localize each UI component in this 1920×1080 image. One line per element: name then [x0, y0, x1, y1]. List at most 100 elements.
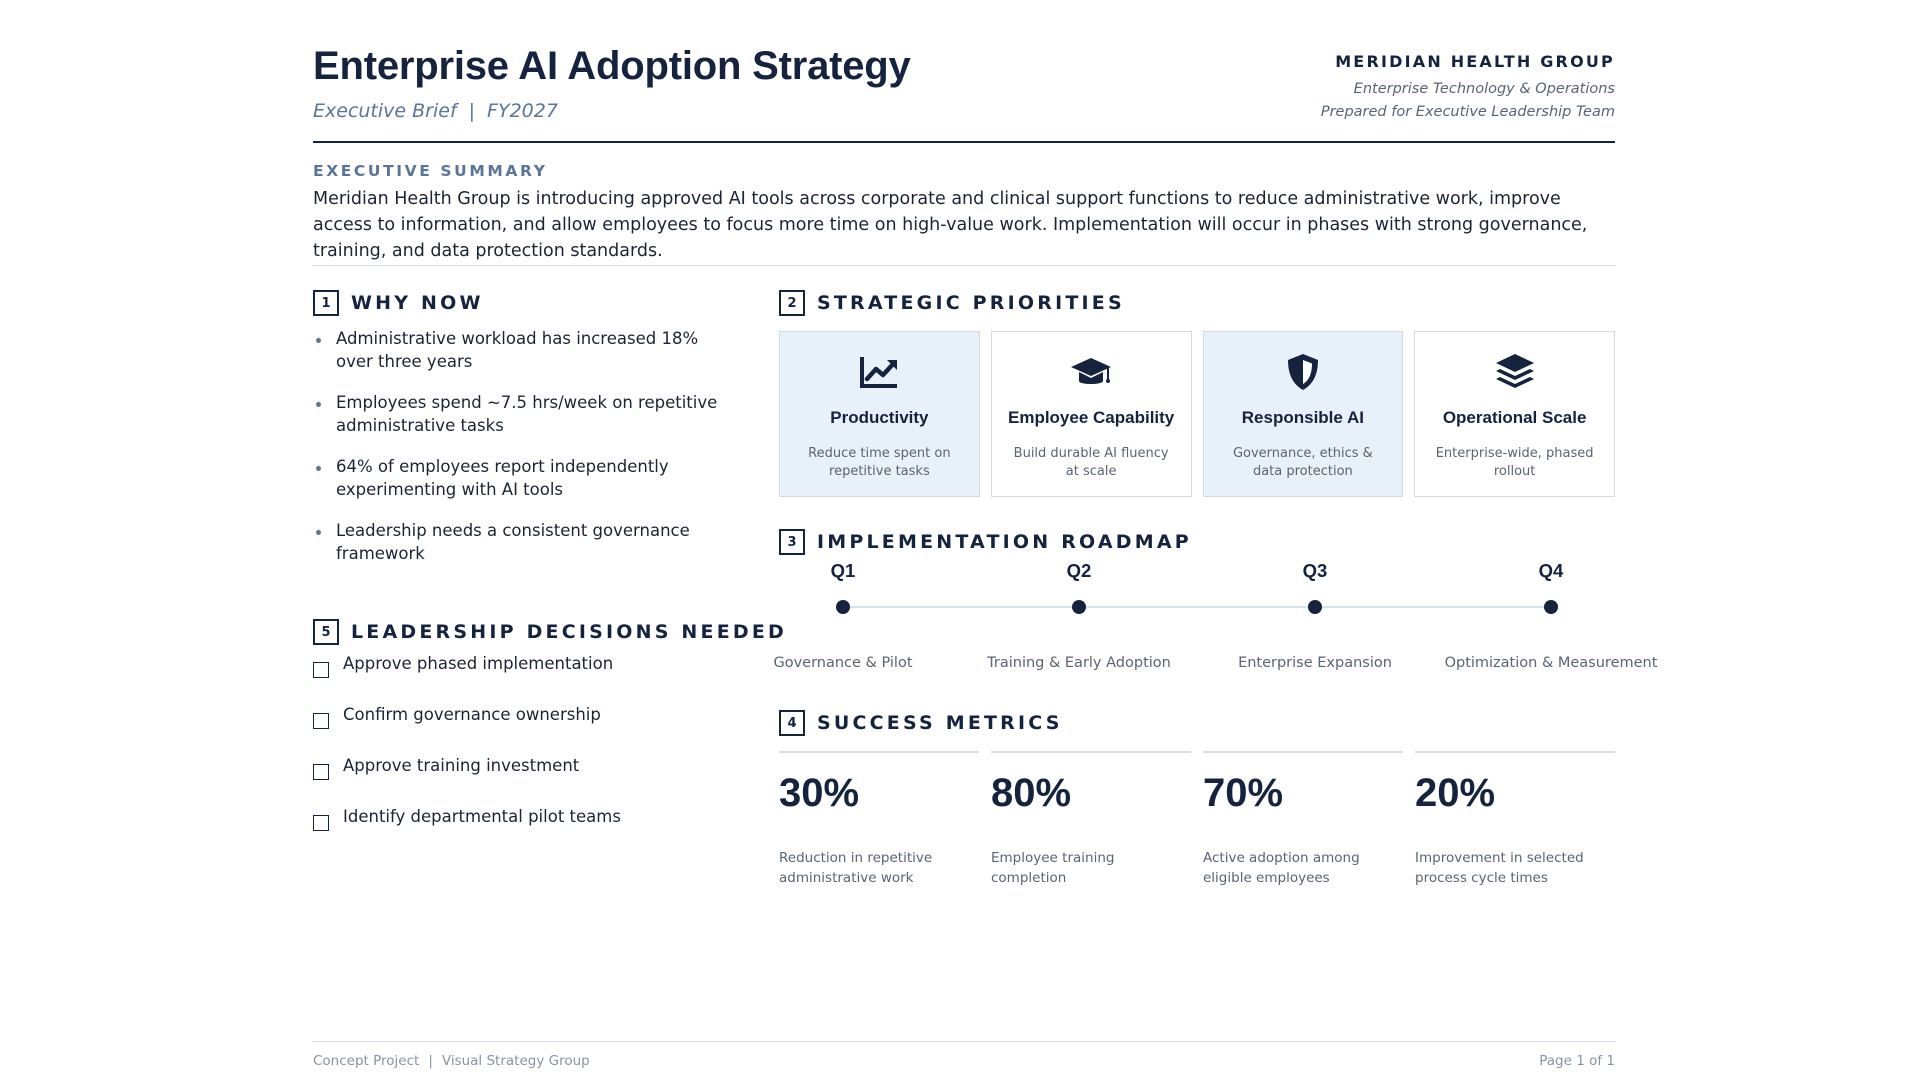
trend-chart-icon — [859, 350, 899, 394]
checklist-item-text: Identify departmental pilot teams — [343, 807, 621, 826]
section-title-metrics: SUCCESS METRICS — [817, 712, 1063, 734]
milestone-dot-icon — [1544, 600, 1558, 614]
checklist-item-text: Approve phased implementation — [343, 654, 614, 673]
checklist-item-text: Approve training investment — [343, 756, 580, 775]
bullet-dot-icon — [316, 338, 321, 343]
bullet-dot-icon — [316, 402, 321, 407]
section-decisions-header: 5 LEADERSHIP DECISIONS NEEDED — [313, 619, 787, 645]
decisions-checklist: Approve phased implementation Confirm go… — [313, 654, 621, 858]
checklist-item: Approve training investment — [313, 756, 621, 807]
footer-divider — [313, 1041, 1615, 1042]
footer-credits: Concept Project | Visual Strategy Group — [313, 1053, 590, 1069]
section-why-now-header: 1 WHY NOW — [313, 290, 484, 316]
metric-value: 70% — [1203, 771, 1284, 815]
section-number-badge: 3 — [779, 529, 805, 555]
list-item: Administrative workload has increased 18… — [313, 327, 733, 373]
metric-value: 80% — [991, 771, 1072, 815]
section-title-why-now: WHY NOW — [351, 292, 484, 314]
document-page: Enterprise AI Adoption Strategy Executiv… — [313, 0, 1657, 1080]
organization-name: MERIDIAN HEALTH GROUP — [1335, 52, 1615, 71]
bullet-dot-icon — [316, 466, 321, 471]
metric-block: 30% Reduction in repetitive administrati… — [779, 751, 979, 888]
section-title-priorities: STRATEGIC PRIORITIES — [817, 292, 1125, 314]
checklist-item: Confirm governance ownership — [313, 705, 621, 756]
section-number-badge: 1 — [313, 290, 339, 316]
priority-card-productivity: Productivity Reduce time spent on repeti… — [779, 331, 980, 497]
section-title-decisions: LEADERSHIP DECISIONS NEEDED — [351, 621, 788, 643]
section-number-badge: 5 — [313, 619, 339, 645]
checklist-item: Approve phased implementation — [313, 654, 621, 705]
metric-block: 20% Improvement in selected process cycl… — [1415, 751, 1615, 888]
metric-description: Improvement in selected process cycle ti… — [1415, 850, 1584, 886]
list-item: 64% of employees report independently ex… — [313, 455, 733, 501]
card-description: Build durable AI fluency at scale — [1013, 446, 1169, 479]
shield-icon — [1285, 350, 1321, 394]
organization-department: Enterprise Technology & Operations — [1353, 81, 1615, 97]
list-item: Leadership needs a consistent governance… — [313, 519, 733, 565]
checkbox[interactable] — [313, 662, 329, 678]
section-number-badge: 4 — [779, 710, 805, 736]
priority-card-operational-scale: Operational Scale Enterprise-wide, phase… — [1414, 331, 1615, 497]
metric-value: 30% — [779, 771, 860, 815]
why-now-list: Administrative workload has increased 18… — [313, 327, 733, 583]
layers-icon — [1494, 350, 1536, 394]
success-metrics: 30% Reduction in repetitive administrati… — [779, 751, 1615, 888]
summary-divider — [313, 265, 1615, 266]
organization-audience: Prepared for Executive Leadership Team — [1320, 104, 1615, 120]
footer-project: Concept Project — [313, 1053, 420, 1069]
subtitle-separator: | — [468, 100, 476, 122]
priority-card-employee-capability: Employee Capability Build durable AI flu… — [990, 331, 1192, 497]
milestone-label: Governance & Pilot — [773, 655, 913, 671]
roadmap-milestone: Q3 Enterprise Expansion — [1195, 560, 1435, 671]
subtitle-year: FY2027 — [487, 100, 558, 122]
section-number-badge: 2 — [779, 290, 805, 316]
page-number: Page 1 of 1 — [1539, 1053, 1615, 1069]
header-divider — [313, 141, 1615, 143]
list-item: Employees spend ~7.5 hrs/week on repetit… — [313, 391, 733, 437]
card-title: Responsible AI — [1241, 408, 1364, 427]
subtitle-brief: Executive Brief — [313, 100, 457, 122]
executive-summary-text: Meridian Health Group is introducing app… — [313, 189, 1588, 261]
footer-group: Visual Strategy Group — [441, 1053, 590, 1069]
priority-card-responsible-ai: Responsible AI Governance, ethics & data… — [1202, 331, 1404, 497]
document-title: Enterprise AI Adoption Strategy — [313, 44, 911, 88]
metric-value: 20% — [1415, 771, 1496, 815]
roadmap-milestone: Q2 Training & Early Adoption — [959, 560, 1199, 671]
section-priorities-header: 2 STRATEGIC PRIORITIES — [779, 290, 1125, 316]
footer-separator: | — [428, 1053, 433, 1069]
milestone-quarter: Q2 — [1066, 560, 1092, 581]
section-title-roadmap: IMPLEMENTATION ROADMAP — [817, 531, 1192, 553]
card-title: Employee Capability — [1007, 408, 1175, 427]
milestone-quarter: Q3 — [1302, 560, 1328, 581]
metric-description: Active adoption among eligible employees — [1203, 850, 1360, 886]
document-subtitle: Executive Brief | FY2027 — [313, 100, 558, 122]
card-description: Governance, ethics & data protection — [1232, 446, 1373, 479]
milestone-dot-icon — [1072, 600, 1086, 614]
section-metrics-header: 4 SUCCESS METRICS — [779, 710, 1063, 736]
list-item-text: Administrative workload has increased 18… — [336, 329, 699, 371]
list-item-text: Employees spend ~7.5 hrs/week on repetit… — [336, 393, 718, 435]
list-item-text: 64% of employees report independently ex… — [336, 457, 669, 499]
metric-description: Reduction in repetitive administrative w… — [779, 850, 933, 886]
milestone-dot-icon — [1308, 600, 1322, 614]
executive-summary-label: EXECUTIVE SUMMARY — [313, 162, 548, 180]
milestone-label: Optimization & Measurement — [1444, 655, 1658, 671]
timeline-line — [843, 606, 1551, 608]
milestone-quarter: Q1 — [830, 560, 856, 581]
card-title: Productivity — [830, 408, 929, 427]
checkbox[interactable] — [313, 764, 329, 780]
metric-block: 70% Active adoption among eligible emplo… — [1203, 751, 1403, 888]
organization-block: MERIDIAN HEALTH GROUP Enterprise Technol… — [1321, 52, 1615, 120]
card-description: Reduce time spent on repetitive tasks — [808, 446, 951, 479]
roadmap-timeline: Q1 Governance & Pilot Q2 Training & Earl… — [773, 560, 1657, 680]
checkbox[interactable] — [313, 713, 329, 729]
card-description: Enterprise-wide, phased rollout — [1435, 446, 1594, 479]
milestone-dot-icon — [836, 600, 850, 614]
milestone-quarter: Q4 — [1538, 560, 1564, 581]
checklist-item-text: Confirm governance ownership — [343, 705, 601, 724]
bullet-dot-icon — [316, 530, 321, 535]
checkbox[interactable] — [313, 815, 329, 831]
list-item-text: Leadership needs a consistent governance… — [336, 521, 690, 563]
card-title: Operational Scale — [1442, 408, 1587, 427]
roadmap-milestone: Q4 Optimization & Measurement — [1431, 560, 1671, 671]
